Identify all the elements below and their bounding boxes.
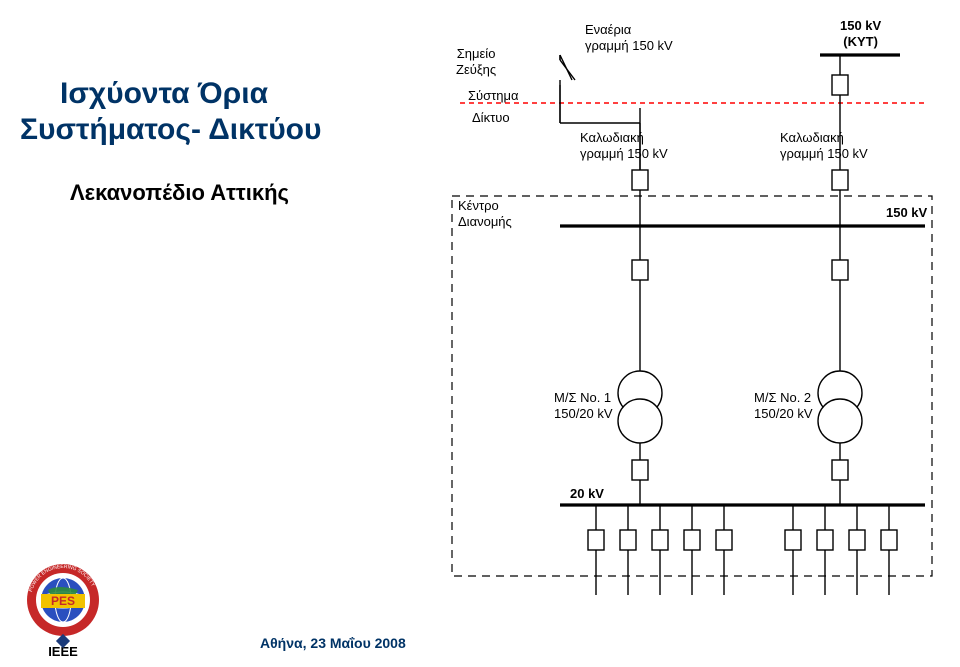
network-lines (560, 55, 925, 595)
feeder-8 (849, 505, 865, 595)
drop-left (560, 123, 640, 172)
feeder-1 (588, 505, 604, 595)
overhead-line-group (560, 55, 640, 123)
feeder-7 (817, 505, 833, 595)
feeder-6 (785, 505, 801, 595)
footer-text: Αθήνα, 23 Μαΐου 2008 (260, 635, 406, 651)
feeder-2 (620, 505, 636, 595)
feeder-4 (684, 505, 700, 595)
feeder-3 (652, 505, 668, 595)
pes-ieee-logo: PES POWER ENGINEERING SOCIETY IEEE (18, 560, 108, 660)
overhead-line (560, 55, 575, 123)
feeder-9 (881, 505, 897, 595)
logo-pes-text: PES (51, 594, 75, 608)
single-line-diagram (0, 0, 960, 667)
feeder-5 (716, 505, 732, 595)
stage: Ισχύοντα Όρια Συστήματος- Δικτύου Λεκανο… (0, 0, 960, 667)
